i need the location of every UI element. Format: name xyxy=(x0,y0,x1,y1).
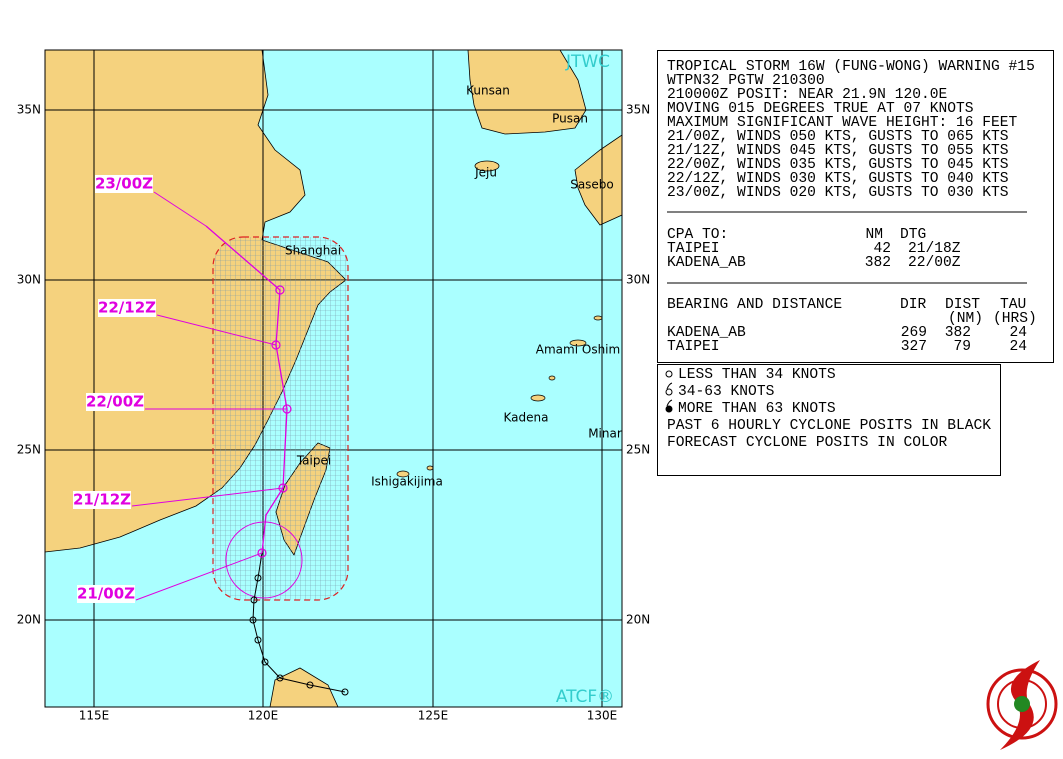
bearing-cell: 24 xyxy=(1009,325,1027,341)
forecast-label-bg xyxy=(86,393,144,411)
lat-label: 25N xyxy=(17,443,41,457)
past-track xyxy=(252,552,346,693)
lat-label: 25N xyxy=(626,443,650,457)
forecast-label: 22/00Z xyxy=(86,393,144,411)
place-label: Kadena xyxy=(504,411,549,425)
wind-radius xyxy=(225,521,303,599)
cpa-cell: 382 xyxy=(865,255,891,271)
lat-label: 30N xyxy=(17,273,41,287)
warning-line: 22/12Z, WINDS 030 KTS, GUSTS TO 040 KTS xyxy=(667,171,1009,187)
ryukyu-islands xyxy=(396,315,603,478)
bearing-cell: 382 xyxy=(945,325,971,341)
korea xyxy=(467,50,587,135)
place-label: Minar xyxy=(588,427,622,441)
lon-label: 125E xyxy=(418,709,449,723)
warning-line: MOVING 015 DEGREES TRUE AT 07 KNOTS xyxy=(667,101,974,117)
bearing-header: BEARING AND DISTANCE xyxy=(667,297,842,313)
forecast-label-bg xyxy=(95,175,153,193)
forecast-posits xyxy=(257,285,292,558)
legend-box xyxy=(657,364,1001,476)
forecast-label: 21/00Z xyxy=(77,585,135,603)
legend-note: PAST 6 HOURLY CYCLONE POSITS IN BLACK xyxy=(667,418,991,434)
map-frame xyxy=(44,49,623,708)
bearing-cell: 327 xyxy=(901,339,927,355)
bearing-header: TAU xyxy=(1000,297,1026,313)
legend-item: 34-63 KNOTS xyxy=(678,384,775,400)
danger-area xyxy=(212,236,349,601)
jeju-island xyxy=(474,160,500,172)
place-label: Kunsan xyxy=(466,84,510,98)
legend-item: MORE THAN 63 KNOTS xyxy=(678,401,836,417)
bearing-cell: TAIPEI xyxy=(667,339,720,355)
bearing-header: DIR xyxy=(900,297,927,313)
place-label: Taipei xyxy=(296,454,331,468)
software-label: ATCF® xyxy=(556,687,614,707)
legend-note: FORECAST CYCLONE POSITS IN COLOR xyxy=(667,435,947,451)
kyushu xyxy=(574,134,622,226)
warning-line: 22/00Z, WINDS 035 KTS, GUSTS TO 045 KTS xyxy=(667,157,1009,173)
warning-line: 210000Z POSIT: NEAR 21.9N 120.0E xyxy=(667,87,947,103)
bearing-cell: KADENA_AB xyxy=(667,325,746,341)
bearing-cell: 24 xyxy=(1009,339,1027,355)
warning-line: 21/00Z, WINDS 050 KTS, GUSTS TO 065 KTS xyxy=(667,129,1009,145)
lat-label: 35N xyxy=(626,103,650,117)
forecast-label-bg xyxy=(98,299,156,317)
bearing-header: (HRS) xyxy=(993,311,1037,327)
forecast-label: 22/12Z xyxy=(98,299,156,317)
forecast-label-bg xyxy=(77,585,135,603)
place-label: Jeju xyxy=(474,166,497,180)
lat-label: 35N xyxy=(17,103,41,117)
cpa-cell: 42 xyxy=(873,241,891,257)
cpa-cell: KADENA_AB xyxy=(667,255,746,271)
legend-symbols xyxy=(665,370,673,413)
place-label: Amami Oshim xyxy=(536,343,620,357)
cpa-cell: 21/18Z xyxy=(908,241,961,257)
place-label: Sasebo xyxy=(570,178,614,192)
bearing-header: DIST xyxy=(945,297,980,313)
place-label: Shanghai xyxy=(285,244,341,258)
lon-label: 115E xyxy=(79,709,110,723)
agency-label: JTWC xyxy=(565,52,610,72)
cpa-cell: 22/00Z xyxy=(908,255,961,271)
place-label: Pusan xyxy=(552,112,588,126)
cpa-header: NM xyxy=(865,227,883,243)
warning-line: 21/12Z, WINDS 045 KTS, GUSTS TO 055 KTS xyxy=(667,143,1009,159)
forecast-label-bg xyxy=(73,491,131,509)
luzon xyxy=(269,667,339,707)
warning-line: WTPN32 PGTW 210300 xyxy=(667,73,825,89)
lat-label: 20N xyxy=(626,613,650,627)
lat-label: 20N xyxy=(17,613,41,627)
forecast-label: 21/12Z xyxy=(73,491,131,509)
past-posits xyxy=(249,574,349,696)
lat-label: 30N xyxy=(626,273,650,287)
forecast-label: 23/00Z xyxy=(95,175,153,193)
cpa-header: CPA TO: xyxy=(667,227,728,243)
warning-line: MAXIMUM SIGNIFICANT WAVE HEIGHT: 16 FEET xyxy=(667,115,1018,131)
bearing-cell: 79 xyxy=(953,339,971,355)
map: JTWC ATCF® Kunsan Pusan Jeju Sasebo Shanghai Am… xyxy=(45,50,622,707)
label-leaders xyxy=(131,191,287,601)
lon-label: 130E xyxy=(587,709,618,723)
cpa-cell: TAIPEI xyxy=(667,241,720,257)
warning-line: TROPICAL STORM 16W (FUNG-WONG) WARNING #… xyxy=(667,59,1035,75)
warning-line: 23/00Z, WINDS 020 KTS, GUSTS TO 030 KTS xyxy=(667,185,1009,201)
info-box xyxy=(657,50,1054,363)
legend-item: LESS THAN 34 KNOTS xyxy=(678,367,836,383)
lon-label: 120E xyxy=(248,709,279,723)
jtwc-logo xyxy=(986,660,1058,750)
cpa-header: DTG xyxy=(900,227,926,243)
bearing-cell: 269 xyxy=(901,325,927,341)
bearing-header: (NM) xyxy=(948,311,983,327)
place-label: Ishigakijima xyxy=(371,475,443,489)
